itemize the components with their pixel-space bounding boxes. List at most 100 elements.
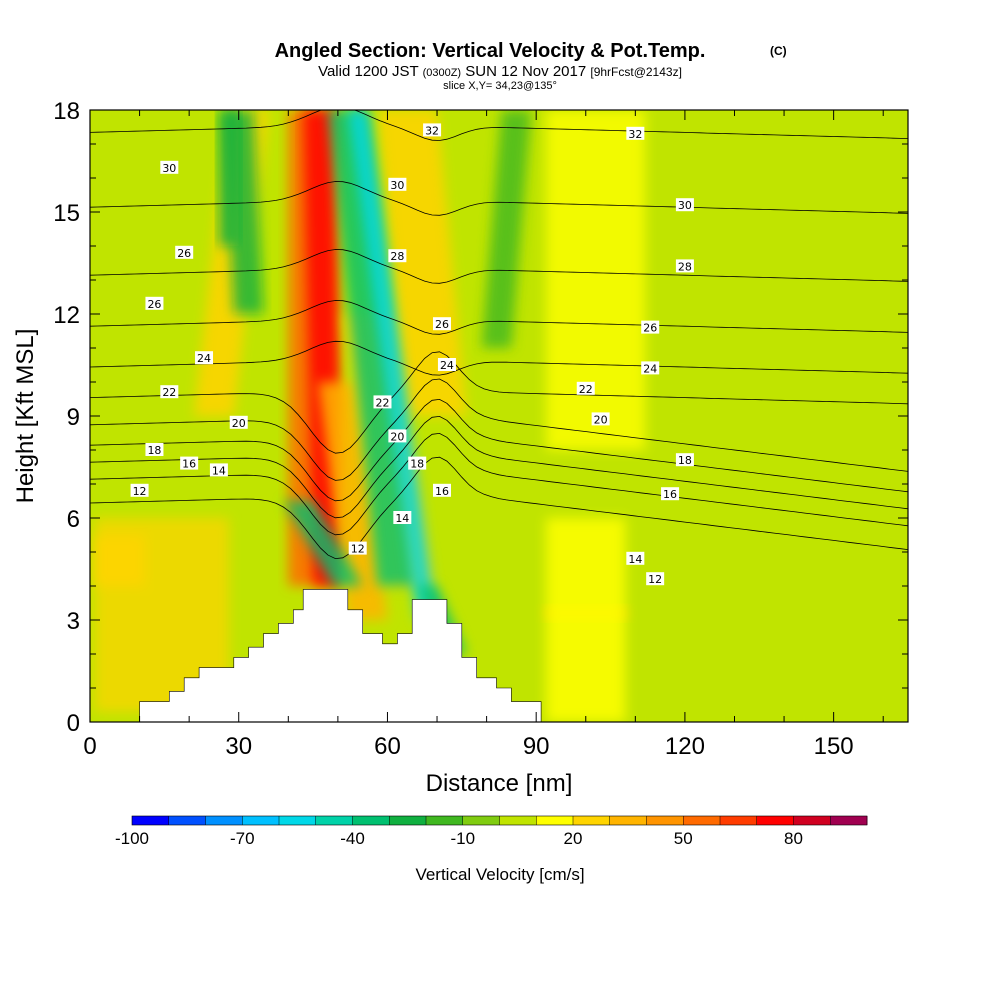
colorbar-swatch-4 (279, 816, 317, 825)
colorbar-swatch-2 (205, 816, 243, 825)
y-tick-label: 0 (67, 710, 80, 737)
contour-label-text: 14 (628, 553, 642, 566)
theta-contour-24 (90, 340, 908, 376)
contour-label-text: 18 (678, 454, 692, 467)
downdraft-band-13 (218, 110, 239, 246)
subtitle-utc: (0300Z) (423, 67, 462, 79)
contour-label-11: 14 (393, 511, 412, 525)
contour-label-text: 14 (212, 464, 226, 477)
contour-label-text: 16 (435, 485, 449, 498)
colorbar-tick-label: -40 (340, 829, 365, 848)
contour-label-text: 22 (579, 383, 593, 396)
contour-label-12: 16 (432, 483, 451, 498)
velocity-field (94, 110, 646, 722)
contour-label-text: 12 (351, 543, 365, 556)
contour-label-text: 14 (395, 512, 409, 525)
theta-contour-28 (90, 249, 908, 284)
theta-contour-12 (90, 456, 908, 560)
weak-updraft-region (546, 110, 646, 450)
updraft-band-2 (318, 382, 388, 620)
y-tick-label: 3 (67, 608, 80, 635)
colorbar-swatch-13 (609, 816, 647, 825)
contour-label-17: 26 (432, 317, 451, 331)
colorbar-swatch-12 (573, 816, 611, 825)
contour-label-22: 12 (646, 572, 665, 586)
contour-label-28: 26 (641, 320, 660, 335)
theta-contour-16 (90, 415, 908, 519)
colorbar-swatch-18 (793, 816, 831, 825)
x-tick-label: 60 (374, 733, 401, 760)
contour-label-24: 18 (675, 453, 694, 467)
colorbar-tick-label: 80 (784, 829, 803, 848)
contour-label-8: 26 (175, 245, 194, 260)
theta-contour-30 (90, 181, 908, 216)
contour-label-20: 32 (423, 123, 442, 137)
contour-label-16: 24 (437, 358, 456, 372)
theta-contour-26 (90, 300, 908, 335)
downdraft-band-14 (481, 110, 532, 348)
colorbar-tick-label: -100 (115, 829, 149, 848)
colorbar-swatch-0 (132, 816, 170, 825)
terrain (90, 589, 908, 722)
y-tick-label: 6 (67, 506, 80, 533)
colorbar-swatch-19 (830, 816, 868, 825)
contour-label-text: 32 (425, 124, 439, 137)
colorbar-swatch-6 (352, 816, 390, 825)
subtitle-run: [9hrFcst@2143z] (590, 65, 682, 79)
contour-label-text: 24 (643, 362, 657, 375)
contour-label-3: 18 (145, 443, 164, 457)
y-axis: 0 3 6 9 12 15 18 (53, 98, 908, 737)
chart-title-mark: (C) (770, 44, 787, 58)
colorbar-swatch-10 (499, 816, 537, 825)
subtitle-date: SUN 12 Nov 2017 (465, 63, 586, 80)
contour-label-2: 14 (209, 463, 228, 477)
contour-label-text: 32 (628, 128, 642, 141)
contour-label-text: 12 (133, 485, 147, 498)
colorbar-label: Vertical Velocity [cm/s] (415, 865, 584, 884)
contour-label-text: 28 (390, 250, 404, 263)
y-tick-label: 12 (53, 302, 80, 329)
contour-label-29: 28 (675, 259, 694, 273)
contour-label-18: 28 (388, 249, 407, 263)
x-axis: 0 30 60 90 120 150 (83, 110, 884, 760)
contour-label-text: 20 (232, 417, 246, 430)
contour-label-text: 18 (410, 458, 424, 471)
contour-label-text: 16 (663, 488, 677, 501)
colorbar-swatch-11 (536, 816, 574, 825)
downdraft-band-9 (327, 110, 418, 586)
colorbar-swatch-17 (756, 816, 794, 825)
y-tick-label: 18 (53, 98, 80, 125)
colorbar-tick-label: -10 (450, 829, 475, 848)
contour-label-text: 22 (162, 386, 176, 399)
x-axis-label: Distance [nm] (426, 770, 573, 797)
contour-label-text: 26 (177, 247, 191, 260)
contour-label-6: 24 (195, 351, 214, 365)
x-tick-label: 120 (665, 733, 705, 760)
theta-contour-32 (90, 110, 908, 141)
contour-label-31: 32 (626, 126, 645, 141)
contour-label-4: 20 (229, 415, 248, 430)
contour-label-text: 26 (643, 322, 657, 335)
chart-title: Angled Section: Vertical Velocity & Pot.… (275, 40, 706, 62)
colorbar-swatch-7 (389, 816, 427, 825)
contour-label-text: 12 (648, 573, 662, 586)
contour-label-1: 16 (180, 456, 199, 471)
x-tick-label: 150 (814, 733, 854, 760)
contour-label-30: 30 (675, 198, 694, 212)
contour-label-text: 20 (594, 413, 608, 426)
x-tick-label: 30 (225, 733, 252, 760)
chart-subtitle: Valid 1200 JST (0300Z) SUN 12 Nov 2017 [… (318, 63, 682, 80)
contour-label-21: 14 (626, 551, 645, 566)
theta-contour-22 (90, 351, 908, 454)
slice-text: slice X,Y= 34,23@135° (443, 80, 557, 92)
contour-label-text: 30 (162, 162, 176, 175)
y-tick-label: 15 (53, 200, 80, 227)
theta-contour-18 (90, 398, 908, 502)
contour-label-text: 28 (678, 260, 692, 273)
colorbar-tick-label: 20 (564, 829, 583, 848)
contour-label-26: 22 (576, 381, 595, 396)
y-tick-label: 9 (67, 404, 80, 431)
plot-area: 12 16 14 18 20 22 24 26 26 30 12 14 16 18 20 22 24 26 28 30… (90, 110, 908, 722)
colorbar-swatch-8 (426, 816, 464, 825)
downdraft-band-10 (347, 110, 438, 620)
